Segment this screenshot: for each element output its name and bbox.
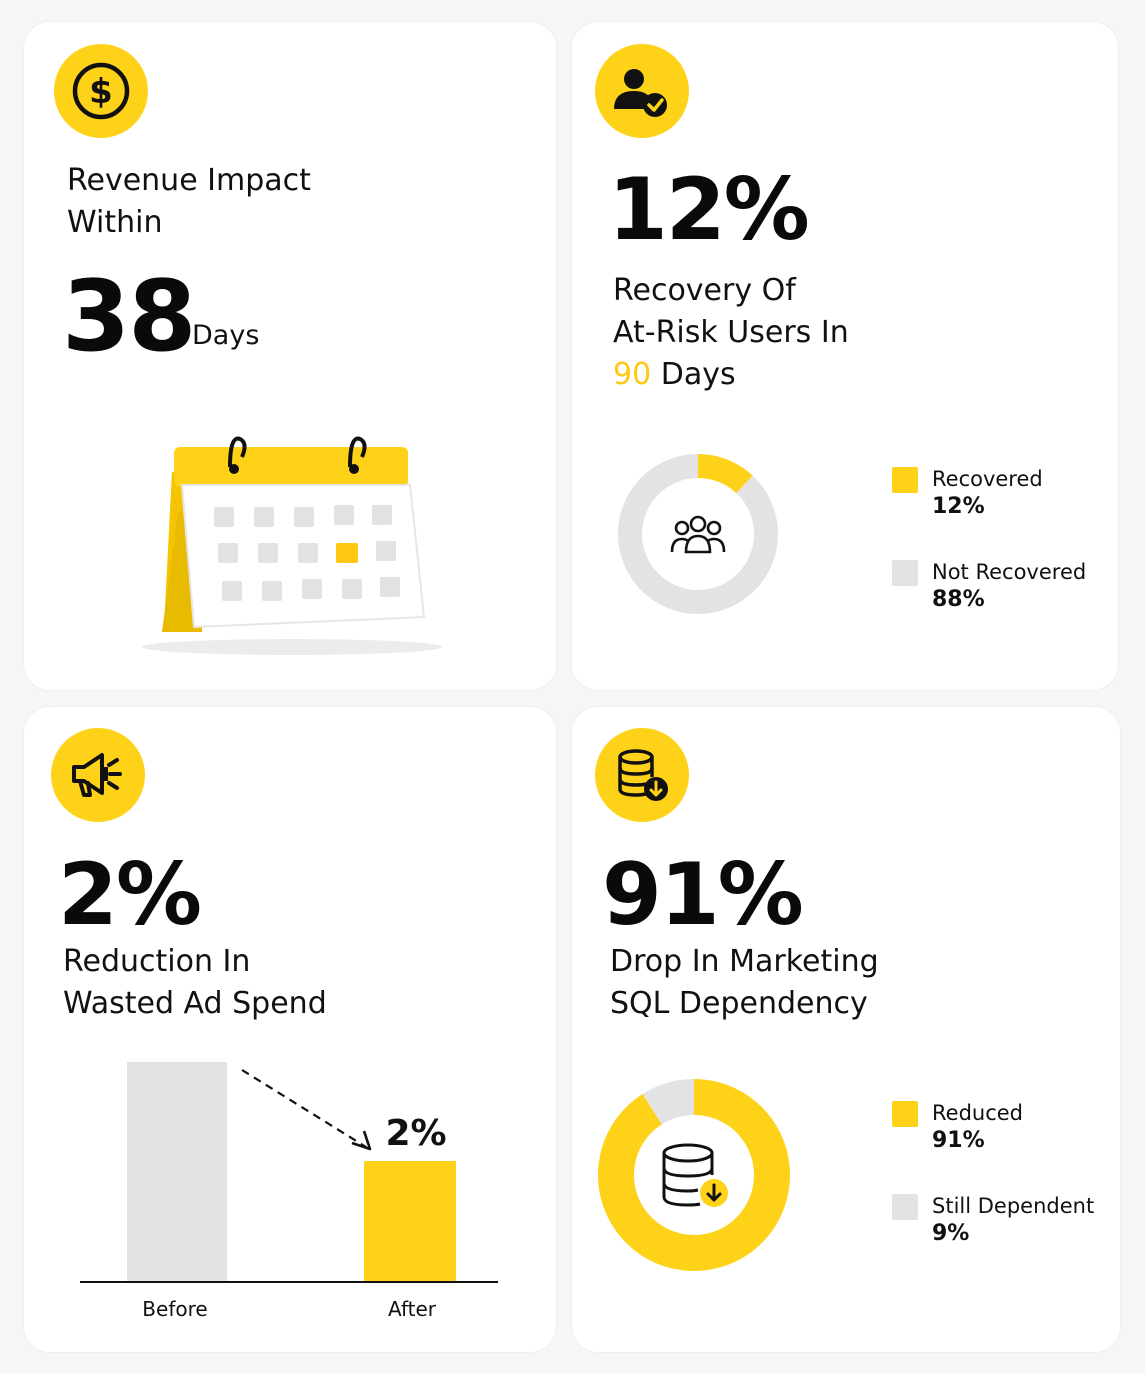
recovery-title-line3: Days [660,357,736,392]
bar-after [364,1161,456,1282]
revenue-card: $ Revenue Impact Within 38 Days [24,22,556,690]
database-down-icon [595,728,689,822]
sql-value: 91% [602,845,804,945]
recovery-value: 12% [608,160,810,260]
database-down-center-icon [662,1143,728,1207]
recovery-highlight: 90 [613,357,652,392]
adspend-value: 2% [58,845,202,945]
sql-title: Drop In Marketing SQL Dependency [610,941,879,1025]
legend-still-dependent: Still Dependent 9% [892,1192,1094,1248]
adspend-title-line2: Wasted Ad Spend [63,986,327,1021]
legend-reduced: Reduced 91% [892,1099,1023,1155]
legend-value-reduced: 91% [932,1128,985,1153]
recovery-title-line1: Recovery Of [613,273,796,308]
recovery-donut-chart [618,454,778,614]
donut-slice-still-dependent [642,1079,695,1125]
recovery-card: 12% Recovery Of At-Risk Users In 90 Days… [572,22,1118,690]
svg-text:$: $ [89,72,113,112]
donut-slice-recovered [697,454,753,494]
revenue-title: Revenue Impact Within [67,160,311,244]
adspend-card: 2% Reduction In Wasted Ad Spend Before Af… [24,707,556,1352]
recovery-title-line2: At-Risk Users In [613,315,849,350]
revenue-title-line2: Within [67,205,163,240]
adspend-bar-chart: Before After 2% [80,1062,498,1321]
legend-label-still-dependent: Still Dependent [932,1194,1095,1218]
legend-value-still-dependent: 9% [932,1221,970,1246]
legend-recovered: Recovered 12% [892,465,1043,521]
dashed-arrow [241,1069,367,1148]
revenue-title-line1: Revenue Impact [67,163,311,198]
bar-label-before: Before [142,1297,207,1321]
bar-before [127,1062,227,1282]
legend-not-recovered: Not Recovered 88% [892,558,1086,614]
legend-label-recovered: Recovered [932,467,1043,491]
legend-swatch-reduced [892,1101,918,1127]
legend-label-reduced: Reduced [932,1101,1024,1125]
user-check-icon [595,44,689,138]
users-group-icon [670,515,726,554]
donut-slice-not-recovered [618,454,778,614]
arrow-head [351,1130,372,1151]
legend-swatch-still-dependent [892,1194,918,1220]
calendar-icon [142,436,442,655]
legend-value-not-recovered: 88% [932,587,985,612]
revenue-value: 38 [62,260,196,374]
sql-title-line1: Drop In Marketing [610,944,879,979]
revenue-unit: Days [192,320,260,351]
legend-label-not-recovered: Not Recovered [932,560,1087,584]
sql-donut-chart [598,1079,790,1271]
recovery-title: Recovery Of At-Risk Users In 90 Days [613,270,849,396]
dollar-icon: $ [54,44,148,138]
legend-swatch-not-recovered [892,560,918,586]
legend-swatch-recovered [892,467,918,493]
donut-slice-reduced [598,1079,790,1271]
megaphone-icon [51,728,145,822]
bar-label-after: After [388,1297,437,1321]
adspend-title-line1: Reduction In [63,944,251,979]
bar-data-label-after: 2% [385,1113,446,1154]
sql-title-line2: SQL Dependency [610,986,868,1021]
legend-value-recovered: 12% [932,494,985,519]
sql-card: 91% Drop In Marketing SQL Dependency Red… [572,707,1120,1352]
adspend-title: Reduction In Wasted Ad Spend [63,941,327,1025]
